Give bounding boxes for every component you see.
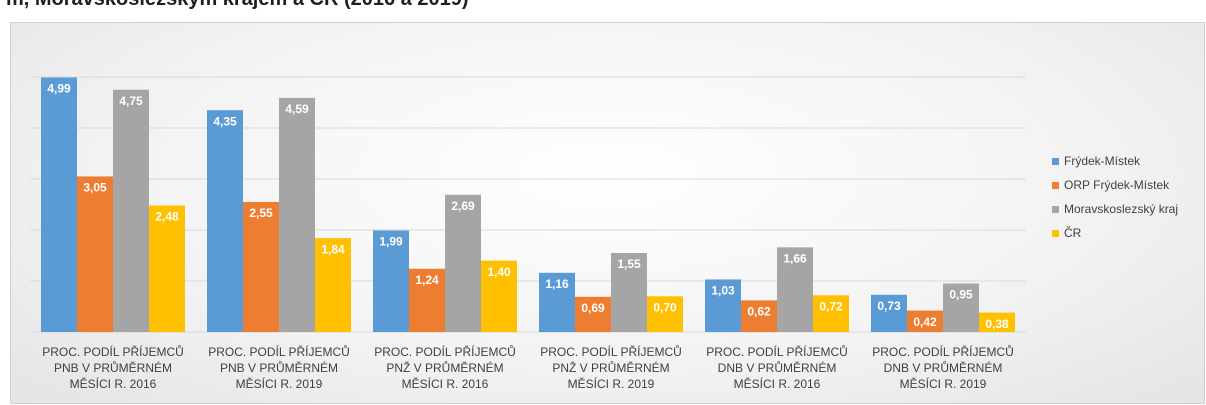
bar [777, 247, 813, 332]
value-label: 1,99 [379, 235, 403, 249]
bar [41, 77, 77, 332]
bar [813, 295, 849, 332]
bar [705, 279, 741, 332]
x-tick-label: PROC. PODÍL PŘÍJEMCŮ DNB V PRŮMĚRNÉM MĚS… [706, 345, 848, 391]
bar [979, 312, 1015, 332]
bar [207, 110, 243, 333]
bar [279, 97, 315, 332]
value-label: 4,99 [47, 82, 71, 96]
value-label: 1,16 [545, 277, 569, 291]
value-label: 4,59 [285, 102, 309, 116]
bar [445, 194, 481, 332]
bar [243, 201, 279, 332]
value-label: 3,05 [83, 181, 107, 195]
legend-swatch [1052, 229, 1059, 237]
x-tick-label: PROC. PODÍL PŘÍJEMCŮ PNB V PRŮMĚRNÉM MĚS… [208, 345, 350, 391]
bar [373, 230, 409, 332]
legend-swatch [1052, 157, 1059, 165]
bar [741, 300, 777, 332]
legend-entry: Frýdek-Místek [1052, 154, 1140, 168]
legend-entry: ČR [1052, 226, 1081, 240]
bar [943, 283, 979, 332]
value-label: 2,48 [155, 210, 179, 224]
value-label: 2,55 [249, 206, 273, 220]
legend-swatch [1052, 181, 1059, 189]
legend-label: ORP Frýdek-Místek [1064, 178, 1170, 192]
legend-label: Frýdek-Místek [1064, 154, 1141, 168]
bar [575, 296, 611, 332]
value-label: 2,69 [451, 199, 475, 213]
value-label: 1,03 [711, 284, 735, 298]
value-label: 1,55 [617, 257, 641, 271]
value-label: 0,38 [985, 317, 1009, 331]
value-label: 0,73 [877, 299, 901, 313]
value-label: 0,72 [819, 299, 843, 313]
legend-swatch [1052, 205, 1059, 213]
legend-entry: ORP Frýdek-Místek [1052, 178, 1169, 192]
value-label: 0,69 [581, 301, 605, 315]
chart-title: m, Moravskoslezským krajem a ČR (2016 a … [6, 0, 469, 11]
legend-label: Moravskoslezský kraj [1064, 202, 1179, 216]
x-tick-label: PROC. PODÍL PŘÍJEMCŮ PNŽ V PRŮMĚRNÉM MĚS… [374, 345, 516, 391]
bar [409, 268, 445, 332]
value-label: 0,95 [949, 288, 973, 302]
value-label: 0,42 [913, 315, 937, 329]
bar [647, 296, 683, 332]
bar [481, 260, 517, 332]
value-label: 1,66 [783, 252, 807, 266]
bar [149, 205, 185, 332]
bar [871, 294, 907, 332]
bar [315, 238, 351, 332]
legend-entry: Moravskoslezský kraj [1052, 202, 1178, 216]
value-label: 1,84 [321, 242, 345, 256]
bar [611, 252, 647, 332]
value-label: 0,70 [653, 300, 677, 314]
value-label: 1,24 [415, 273, 439, 287]
x-tick-label: PROC. PODÍL PŘÍJEMCŮ PNŽ V PRŮMĚRNÉM MĚS… [540, 345, 682, 391]
value-label: 4,75 [119, 94, 143, 108]
value-label: 1,40 [487, 265, 511, 279]
legend-label: ČR [1064, 226, 1082, 240]
bar [907, 310, 943, 332]
bar [113, 89, 149, 332]
value-label: 0,62 [747, 305, 771, 319]
value-label: 4,35 [213, 114, 237, 128]
bar [539, 272, 575, 332]
x-tick-label: PROC. PODÍL PŘÍJEMCŮ PNB V PRŮMĚRNÉM MĚS… [42, 345, 184, 391]
bar [77, 176, 113, 332]
x-tick-label: PROC. PODÍL PŘÍJEMCŮ DNB V PRŮMĚRNÉM MĚS… [872, 345, 1014, 391]
